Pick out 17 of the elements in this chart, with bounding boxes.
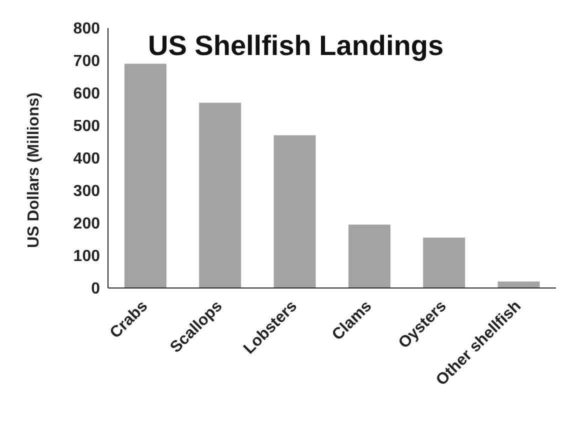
y-tick-label: 600	[73, 86, 100, 103]
y-tick-label: 100	[73, 248, 100, 266]
y-tick-label: 300	[73, 183, 100, 200]
bar	[274, 135, 316, 288]
bar	[124, 64, 166, 288]
y-tick-label: 800	[73, 20, 100, 38]
y-tick-label: 400	[73, 150, 100, 168]
y-tick-label: 700	[73, 53, 100, 70]
bar	[423, 238, 466, 288]
chart-title: US Shellfish Landings	[148, 30, 444, 62]
y-axis-title: US Dollars (Millions)	[26, 92, 43, 248]
bar	[348, 224, 390, 288]
y-tick-label: 200	[73, 216, 100, 233]
y-tick-label: 500	[73, 118, 100, 136]
bar	[199, 102, 242, 288]
bar	[498, 282, 540, 288]
y-tick-label: 0	[91, 280, 100, 298]
